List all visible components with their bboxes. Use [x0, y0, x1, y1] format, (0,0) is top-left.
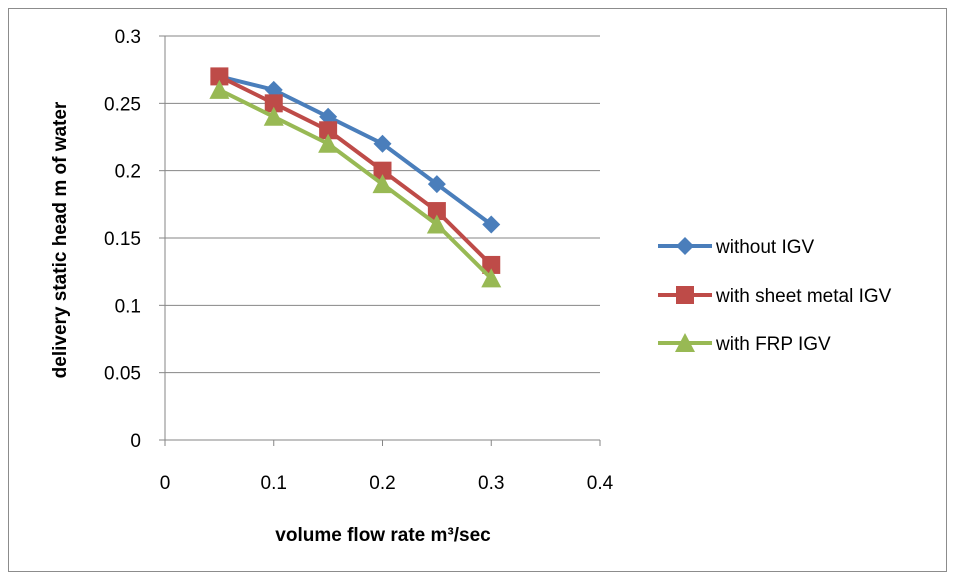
data-point [482, 255, 501, 274]
x-tick-label: 0.2 [369, 473, 395, 494]
series-line [218, 74, 493, 227]
x-tick-label: 0.3 [478, 473, 504, 494]
data-point [427, 175, 446, 194]
y-tick-label: 0.1 [115, 296, 141, 317]
legend-entry: with FRP IGV [658, 333, 831, 355]
series-layer [209, 67, 502, 288]
data-point [372, 174, 393, 194]
data-point [481, 268, 502, 288]
legend-label: with FRP IGV [715, 334, 831, 355]
y-tick-label: 0.2 [115, 162, 141, 183]
x-tick-labels: 0 0.1 0.2 0.3 0.4 [160, 473, 614, 494]
series-with-frp-igv [209, 79, 502, 288]
series-line [218, 74, 493, 267]
y-tick-label: 0.15 [104, 229, 141, 250]
y-axis-label: delivery static head m of water [50, 101, 71, 378]
legend-entry: without IGV [658, 237, 815, 258]
series-with-sheet-metal-igv [210, 67, 501, 274]
data-point [427, 202, 446, 221]
data-point [318, 133, 339, 153]
legend: without IGV with sheet metal IGV with FRP … [658, 237, 892, 355]
legend-label: with sheet metal IGV [715, 286, 892, 307]
data-point [264, 94, 283, 113]
y-tick-label: 0.3 [115, 27, 141, 48]
gridlines [165, 35, 600, 374]
legend-marker [676, 286, 694, 304]
x-tick-label: 0 [160, 473, 171, 494]
data-point [210, 67, 229, 86]
data-point [209, 79, 230, 99]
legend-marker [676, 237, 694, 255]
data-point [426, 214, 447, 234]
data-point [482, 215, 501, 234]
x-tick-label: 0.1 [261, 473, 287, 494]
data-point [373, 161, 392, 180]
axes [159, 35, 601, 446]
data-point [263, 106, 284, 126]
x-tick-label: 0.4 [587, 473, 614, 494]
series-line [218, 88, 493, 280]
y-tick-label: 0.05 [104, 364, 141, 385]
y-tick-label: 0.25 [104, 94, 141, 115]
y-tick-label: 0 [130, 431, 141, 452]
y-tick-labels: 0 0.05 0.1 0.15 0.2 0.25 0.3 [104, 27, 141, 452]
data-point [373, 134, 392, 153]
x-axis-label: volume flow rate m³/sec [275, 525, 491, 546]
legend-entry: with sheet metal IGV [658, 286, 892, 307]
legend-marker [675, 333, 695, 352]
data-point [319, 121, 338, 140]
legend-label: without IGV [715, 237, 815, 258]
